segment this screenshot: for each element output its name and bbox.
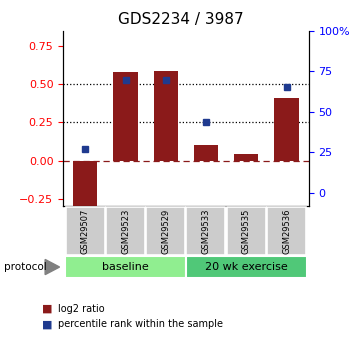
- Text: GSM29533: GSM29533: [201, 209, 210, 254]
- Text: percentile rank within the sample: percentile rank within the sample: [58, 319, 223, 329]
- Text: ■: ■: [42, 319, 52, 329]
- Bar: [186, 256, 306, 278]
- Text: 20 wk exercise: 20 wk exercise: [205, 262, 288, 272]
- Text: GSM29535: GSM29535: [242, 209, 251, 254]
- Bar: [66, 207, 105, 255]
- Bar: [267, 207, 306, 255]
- Bar: [113, 72, 138, 160]
- Bar: [194, 145, 218, 160]
- Bar: [154, 71, 178, 160]
- Polygon shape: [45, 259, 60, 275]
- Bar: [234, 155, 258, 160]
- Text: ■: ■: [42, 304, 52, 314]
- Text: protocol: protocol: [4, 262, 46, 272]
- Text: baseline: baseline: [102, 262, 149, 272]
- Text: GSM29529: GSM29529: [161, 209, 170, 254]
- Text: GSM29536: GSM29536: [282, 209, 291, 254]
- Bar: [65, 256, 186, 278]
- Bar: [106, 207, 145, 255]
- Bar: [186, 207, 225, 255]
- Bar: [227, 207, 266, 255]
- Text: log2 ratio: log2 ratio: [58, 304, 104, 314]
- Text: GSM29507: GSM29507: [81, 209, 90, 254]
- Bar: [73, 160, 97, 206]
- Bar: [274, 98, 299, 160]
- Text: GDS2234 / 3987: GDS2234 / 3987: [118, 12, 243, 27]
- Text: GSM29523: GSM29523: [121, 209, 130, 254]
- Bar: [146, 207, 185, 255]
